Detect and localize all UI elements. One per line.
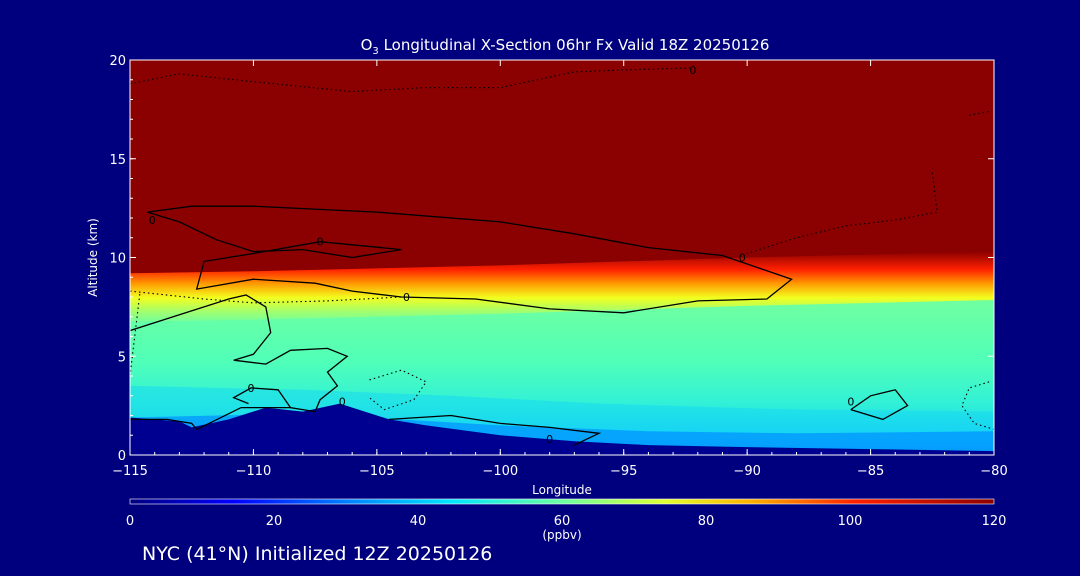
contour-dotted-2 bbox=[969, 110, 990, 116]
contour-label-7: 0 bbox=[689, 64, 696, 77]
y-tick-label-2: 10 bbox=[109, 252, 126, 267]
contour-label-0: 0 bbox=[317, 236, 324, 249]
contour-solid-3 bbox=[389, 414, 602, 446]
title-prefix: O bbox=[361, 36, 373, 54]
contour-label-5: 0 bbox=[546, 433, 553, 446]
y-tick-label-3: 15 bbox=[109, 153, 126, 168]
y-tick-label-1: 5 bbox=[118, 350, 126, 365]
x-tick-label-6: −85 bbox=[857, 464, 884, 479]
x-tick-label-1: −110 bbox=[236, 464, 272, 479]
contour-label-6: 0 bbox=[847, 396, 854, 409]
contour-label-4: 0 bbox=[339, 396, 346, 409]
contour-dotted-4 bbox=[369, 369, 428, 411]
contour-solid-1 bbox=[130, 294, 349, 413]
colorbar-tick-label-3: 60 bbox=[554, 514, 571, 529]
contour-dotted-1 bbox=[130, 290, 402, 304]
contour-dotted-5 bbox=[961, 381, 994, 430]
x-tick-label-7: −80 bbox=[980, 464, 1007, 479]
y-axis-label: Altitude (km) bbox=[86, 218, 100, 297]
colorbar-tick-label-4: 80 bbox=[698, 514, 715, 529]
chart-title: O3 Longitudinal X-Section 06hr Fx Valid … bbox=[361, 36, 770, 57]
y-tick-label-0: 0 bbox=[118, 449, 126, 464]
contour-solid-0 bbox=[147, 205, 793, 314]
contour-dotted-6 bbox=[130, 293, 141, 377]
colorbar-gradient bbox=[129, 498, 995, 505]
contour-solid-2 bbox=[130, 406, 291, 431]
title-subscript: 3 bbox=[372, 46, 378, 57]
x-tick-label-3: −100 bbox=[482, 464, 518, 479]
colorbar-units: (ppbv) bbox=[542, 528, 581, 542]
tropopause-transition bbox=[130, 251, 994, 323]
colorbar-tick-label-1: 20 bbox=[266, 514, 283, 529]
initialization-footer: NYC (41°N) Initialized 12Z 20250126 bbox=[142, 543, 493, 565]
axes: −115 −110 −105 −100 −95 −90 −85 −80 0 5 10 15 20 Long… bbox=[86, 54, 1008, 497]
colorbar: 0 20 40 60 80 100 120 (ppbv) bbox=[126, 498, 1007, 542]
colorbar-tick-label-0: 0 bbox=[126, 514, 134, 529]
colorbar-tick-label-6: 120 bbox=[982, 514, 1007, 529]
contour-label-1: 0 bbox=[403, 291, 410, 304]
contour-label-3: 0 bbox=[247, 382, 254, 395]
colorbar-tick-label-2: 40 bbox=[410, 514, 427, 529]
x-tick-label-4: −95 bbox=[610, 464, 637, 479]
x-axis-label: Longitude bbox=[532, 483, 592, 497]
x-tick-label-0: −115 bbox=[112, 464, 148, 479]
colorbar-tick-label-5: 100 bbox=[838, 514, 863, 529]
terrain-mask bbox=[130, 403, 994, 455]
contour-label-8: 0 bbox=[149, 214, 156, 227]
contour-lines: 0 0 0 0 0 0 0 0 0 bbox=[130, 64, 994, 446]
title-rest: Longitudinal X-Section 06hr Fx Valid 18Z… bbox=[379, 36, 770, 54]
ozone-field bbox=[130, 60, 994, 455]
contour-dotted-0 bbox=[130, 67, 693, 93]
x-tick-label-5: −90 bbox=[733, 464, 760, 479]
contour-solid-4 bbox=[850, 389, 909, 421]
y-tick-label-4: 20 bbox=[109, 54, 126, 69]
x-tick-label-2: −105 bbox=[359, 464, 395, 479]
contour-label-2: 0 bbox=[739, 252, 746, 265]
